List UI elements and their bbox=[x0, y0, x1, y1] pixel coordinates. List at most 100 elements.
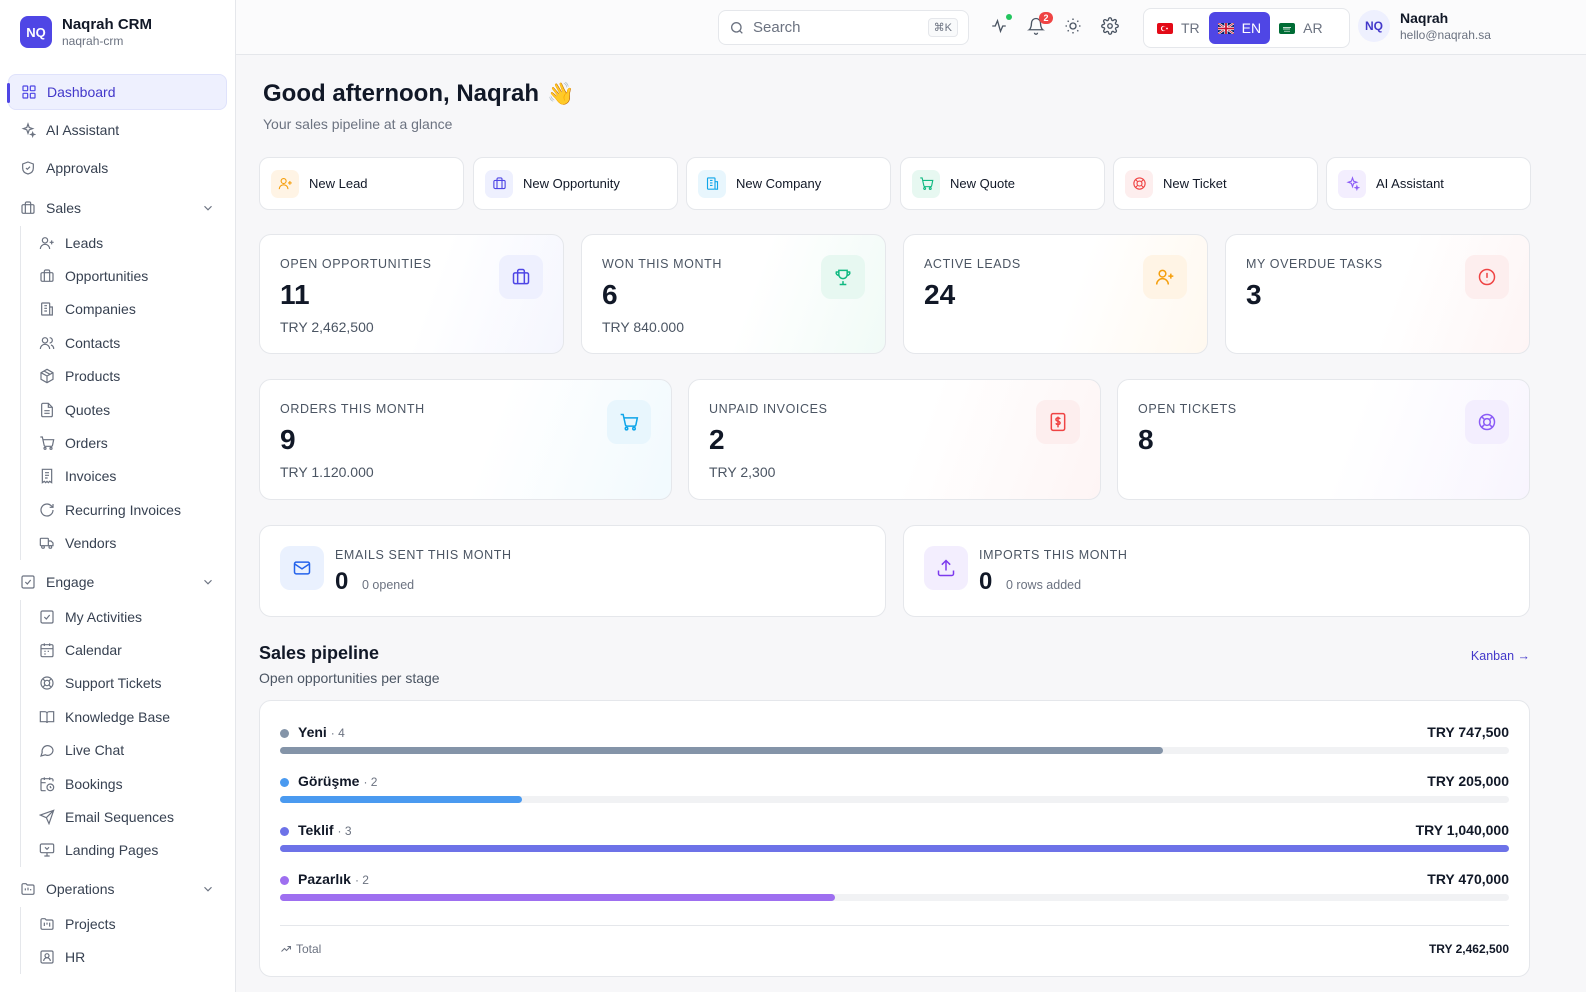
folder-icon bbox=[21, 883, 35, 895]
quick-action-new-opportunity[interactable]: New Opportunity bbox=[473, 157, 678, 210]
lang-code: AR bbox=[1303, 20, 1323, 36]
search-shortcut: ⌘K bbox=[927, 18, 958, 37]
search-input[interactable] bbox=[753, 19, 913, 36]
kpi-card-open-opportunities[interactable]: OPEN OPPORTUNITIES 11 TRY 2,462,500 bbox=[259, 234, 564, 354]
pipeline-stage[interactable]: Görüşme · 2 TRY 205,000 bbox=[280, 772, 1509, 812]
brand[interactable]: NQ Naqrah CRM naqrah-crm bbox=[0, 0, 235, 64]
pipeline-stage[interactable]: Teklif · 3 TRY 1,040,000 bbox=[280, 821, 1509, 861]
sidebar-item-contacts[interactable]: Contacts bbox=[29, 326, 235, 359]
kpi-label: EMAILS SENT THIS MONTH bbox=[335, 548, 512, 562]
sidebar-item-email-sequences[interactable]: Email Sequences bbox=[29, 800, 235, 833]
sidebar-section-engage[interactable]: Engage bbox=[0, 564, 235, 600]
lang-code: EN bbox=[1241, 20, 1262, 36]
sidebar-item-companies[interactable]: Companies bbox=[29, 293, 235, 326]
sidebar-section-sales[interactable]: Sales bbox=[0, 190, 235, 226]
sidebar-section-operations[interactable]: Operations bbox=[0, 871, 235, 907]
sidebar-item-my-activities[interactable]: My Activities bbox=[29, 600, 235, 633]
quick-action-new-quote[interactable]: New Quote bbox=[900, 157, 1105, 210]
gear-icon[interactable] bbox=[1101, 17, 1121, 37]
kpi-card-imports-this-month[interactable]: IMPORTS THIS MONTH 0 0 rows added bbox=[903, 525, 1530, 617]
pipeline-stage[interactable]: Yeni · 4 TRY 747,500 bbox=[280, 723, 1509, 763]
sidebar-item-label: HR bbox=[65, 949, 86, 966]
kpi-value: 2 bbox=[709, 424, 725, 455]
quick-action-new-company[interactable]: New Company bbox=[686, 157, 891, 210]
pipeline-stage[interactable]: Pazarlık · 2 TRY 470,000 bbox=[280, 870, 1509, 910]
stage-bar-fill bbox=[280, 747, 1164, 754]
sidebar-section-label: Engage bbox=[46, 573, 95, 590]
kpi-amount: TRY 840.000 bbox=[602, 319, 684, 335]
sidebar-item-quotes[interactable]: Quotes bbox=[29, 393, 235, 426]
sidebar-item-label: Dashboard bbox=[47, 84, 116, 100]
sidebar-item-hr[interactable]: HR bbox=[29, 940, 235, 973]
sidebar-item-knowledge-base[interactable]: Knowledge Base bbox=[29, 700, 235, 733]
id-card-icon bbox=[40, 950, 54, 964]
quick-action-label: New Opportunity bbox=[523, 176, 620, 191]
stage-dot bbox=[280, 876, 289, 885]
kpi-card-my-overdue-tasks[interactable]: MY OVERDUE TASKS 3 bbox=[1225, 234, 1530, 354]
lang-tr-button[interactable]: TR bbox=[1148, 12, 1209, 44]
sidebar-item-leads[interactable]: Leads bbox=[29, 226, 235, 259]
divider bbox=[280, 925, 1509, 926]
quick-action-icon-wrap bbox=[485, 169, 513, 198]
stage-name: Yeni · 4 bbox=[298, 724, 345, 740]
sidebar-item-projects[interactable]: Projects bbox=[29, 907, 235, 940]
sidebar-item-approvals[interactable]: Approvals bbox=[8, 150, 227, 186]
topbar: ⌘K 2 TR EN AR NQ Naqrah hello@naqrah.sa bbox=[236, 0, 1586, 55]
briefcase-icon bbox=[40, 269, 54, 283]
kpi-amount: TRY 2,300 bbox=[709, 464, 776, 480]
stage-bar-track bbox=[280, 894, 1509, 901]
chevron-down-icon[interactable] bbox=[201, 201, 215, 215]
kpi-card-orders-this-month[interactable]: ORDERS THIS MONTH 9 TRY 1.120.000 bbox=[259, 379, 672, 500]
chevron-down-icon[interactable] bbox=[201, 575, 215, 589]
mail-icon bbox=[293, 561, 311, 575]
presentation-icon bbox=[39, 843, 55, 857]
sidebar-item-ai-assistant[interactable]: AI Assistant bbox=[8, 112, 227, 148]
sidebar-item-recurring-invoices[interactable]: Recurring Invoices bbox=[29, 493, 235, 526]
sidebar-item-bookings[interactable]: Bookings bbox=[29, 767, 235, 800]
sidebar-item-label: Leads bbox=[65, 234, 104, 251]
lang-en-button[interactable]: EN bbox=[1208, 12, 1271, 44]
sidebar-item-calendar[interactable]: Calendar bbox=[29, 633, 235, 666]
quick-action-new-ticket[interactable]: New Ticket bbox=[1113, 157, 1318, 210]
page-subtitle: Your sales pipeline at a glance bbox=[263, 116, 453, 132]
kpi-card-won-this-month[interactable]: WON THIS MONTH 6 TRY 840.000 bbox=[581, 234, 886, 354]
stage-name: Pazarlık · 2 bbox=[298, 871, 369, 887]
activity-icon[interactable] bbox=[990, 14, 1012, 37]
kpi-card-unpaid-invoices[interactable]: UNPAID INVOICES 2 TRY 2,300 bbox=[688, 379, 1101, 500]
sidebar-item-dashboard[interactable]: Dashboard bbox=[7, 74, 227, 110]
quick-action-new-lead[interactable]: New Lead bbox=[259, 157, 464, 210]
stage-count: · 2 bbox=[363, 775, 378, 789]
book-icon bbox=[39, 710, 55, 723]
kpi-card-emails-sent-this-month[interactable]: EMAILS SENT THIS MONTH 0 0 opened bbox=[259, 525, 886, 617]
chevron-down-icon[interactable] bbox=[201, 882, 215, 896]
stage-name-text: Pazarlık bbox=[298, 871, 351, 887]
kanban-link[interactable]: Kanban → bbox=[1470, 649, 1530, 663]
life-buoy-icon bbox=[1478, 413, 1496, 431]
stage-bar-track bbox=[280, 796, 1509, 803]
sidebar-item-live-chat[interactable]: Live Chat bbox=[29, 733, 235, 766]
user-menu[interactable]: NQ Naqrah hello@naqrah.sa bbox=[1358, 10, 1491, 42]
kpi-card-open-tickets[interactable]: OPEN TICKETS 8 bbox=[1117, 379, 1530, 500]
sidebar-item-vendors[interactable]: Vendors bbox=[29, 527, 235, 560]
kpi-value: 8 bbox=[1138, 424, 1154, 455]
sidebar-item-opportunities[interactable]: Opportunities bbox=[29, 259, 235, 292]
package-icon bbox=[40, 368, 54, 384]
bell-icon[interactable]: 2 bbox=[1027, 12, 1053, 37]
sidebar-item-support-tickets[interactable]: Support Tickets bbox=[29, 667, 235, 700]
turkey-flag-icon bbox=[1157, 22, 1173, 34]
kpi-label: ORDERS THIS MONTH bbox=[280, 402, 425, 416]
kpi-icon-wrap bbox=[924, 546, 968, 590]
sidebar-item-orders[interactable]: Orders bbox=[29, 426, 235, 459]
sidebar-item-invoices[interactable]: Invoices bbox=[29, 460, 235, 493]
stage-name-text: Yeni bbox=[298, 724, 327, 740]
kpi-label: OPEN TICKETS bbox=[1138, 402, 1237, 416]
sun-icon[interactable] bbox=[1064, 17, 1084, 37]
kpi-card-active-leads[interactable]: ACTIVE LEADS 24 bbox=[903, 234, 1208, 354]
lang-ar-button[interactable]: AR bbox=[1270, 12, 1331, 44]
sidebar-item-products[interactable]: Products bbox=[29, 360, 235, 393]
search-box[interactable]: ⌘K bbox=[718, 10, 969, 45]
kpi-label: IMPORTS THIS MONTH bbox=[979, 548, 1128, 562]
quick-action-ai-assistant[interactable]: AI Assistant bbox=[1326, 157, 1531, 210]
sidebar-item-landing-pages[interactable]: Landing Pages bbox=[29, 834, 235, 867]
app-logo: NQ bbox=[20, 16, 52, 48]
